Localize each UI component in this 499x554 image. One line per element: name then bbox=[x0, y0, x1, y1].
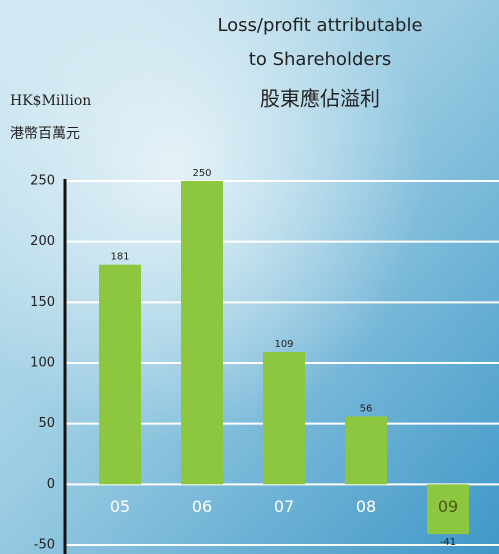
x-tick-label: 05 bbox=[110, 497, 130, 516]
y-tick-label: 250 bbox=[30, 174, 55, 189]
value-label: -41 bbox=[440, 537, 456, 548]
value-label: 56 bbox=[360, 403, 373, 414]
value-label: 181 bbox=[110, 252, 129, 263]
y-tick-label: 150 bbox=[30, 295, 55, 310]
chart-title-line2: to Shareholders bbox=[249, 49, 391, 70]
bar bbox=[427, 484, 469, 535]
y-axis-label: HK$Million bbox=[10, 93, 91, 109]
y-tick-label: 100 bbox=[30, 356, 55, 371]
value-label: 250 bbox=[192, 168, 211, 179]
y-tick-label: 200 bbox=[30, 234, 55, 249]
y-tick-label: -50 bbox=[34, 538, 55, 553]
y-axis-label-chinese: 港幣百萬元 bbox=[10, 126, 80, 142]
bar bbox=[263, 352, 305, 485]
x-tick-label: 08 bbox=[356, 497, 376, 516]
bar bbox=[345, 416, 387, 485]
bar bbox=[99, 264, 141, 485]
chart-title-chinese: 股東應佔溢利 bbox=[260, 87, 380, 111]
value-label: 109 bbox=[274, 339, 293, 350]
y-tick-label: 0 bbox=[47, 477, 55, 492]
x-tick-label: 09 bbox=[438, 497, 458, 516]
x-tick-label: 07 bbox=[274, 497, 294, 516]
bar bbox=[181, 181, 223, 485]
y-tick-label: 50 bbox=[38, 416, 55, 431]
x-tick-label: 06 bbox=[192, 497, 212, 516]
chart-title: Loss/profit attributable bbox=[217, 15, 422, 36]
